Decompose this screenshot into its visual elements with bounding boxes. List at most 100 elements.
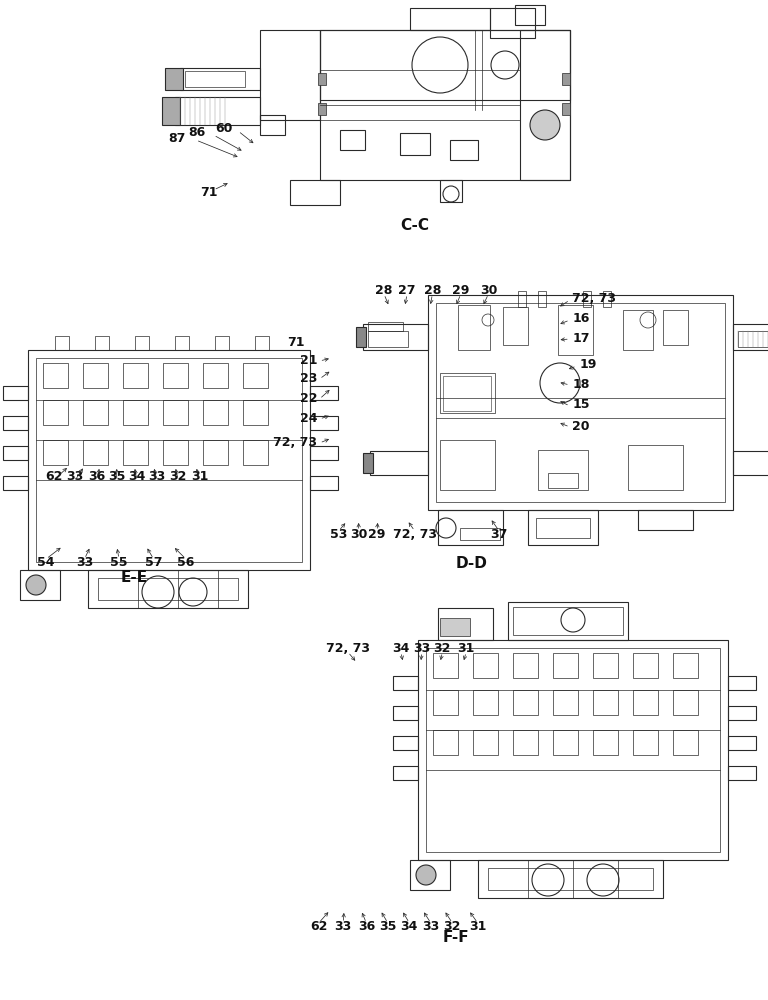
- Text: 53: 53: [330, 528, 347, 542]
- Bar: [393, 736, 418, 750]
- Bar: [3, 446, 28, 460]
- Bar: [633, 690, 658, 715]
- Bar: [20, 570, 60, 600]
- Bar: [368, 322, 403, 331]
- Bar: [673, 730, 698, 755]
- Text: 57: 57: [145, 556, 162, 570]
- Text: 30: 30: [480, 284, 497, 296]
- Bar: [43, 400, 68, 425]
- Bar: [490, 8, 535, 38]
- Bar: [438, 608, 493, 640]
- Bar: [260, 115, 285, 135]
- Bar: [88, 570, 248, 608]
- Bar: [488, 868, 653, 890]
- Bar: [98, 578, 238, 600]
- Text: 31: 31: [469, 920, 486, 934]
- Text: 33: 33: [422, 920, 439, 934]
- Bar: [243, 400, 268, 425]
- Text: 62: 62: [310, 920, 327, 934]
- Bar: [320, 30, 570, 180]
- Bar: [123, 363, 148, 388]
- Bar: [458, 305, 490, 350]
- Bar: [55, 336, 69, 350]
- Bar: [440, 618, 470, 636]
- Bar: [440, 440, 495, 490]
- Text: 22: 22: [300, 391, 317, 404]
- Bar: [443, 376, 491, 411]
- Bar: [440, 373, 495, 413]
- Bar: [518, 291, 526, 307]
- Bar: [95, 336, 109, 350]
- Bar: [320, 30, 570, 100]
- Bar: [203, 440, 228, 465]
- Text: 15: 15: [572, 398, 590, 412]
- Bar: [3, 476, 28, 490]
- Bar: [243, 363, 268, 388]
- Bar: [562, 73, 570, 85]
- Text: 35: 35: [379, 920, 396, 934]
- Text: 54: 54: [38, 556, 55, 570]
- Bar: [593, 690, 618, 715]
- Bar: [638, 510, 693, 530]
- Bar: [508, 602, 628, 640]
- Bar: [400, 133, 430, 155]
- Text: 29: 29: [452, 284, 469, 296]
- Text: 36: 36: [358, 920, 375, 934]
- Bar: [473, 690, 498, 715]
- Bar: [356, 327, 366, 347]
- Bar: [310, 386, 338, 400]
- Bar: [513, 730, 538, 755]
- Bar: [163, 363, 188, 388]
- Bar: [428, 295, 733, 510]
- Bar: [513, 607, 623, 635]
- Bar: [310, 446, 338, 460]
- Text: F-F: F-F: [443, 930, 469, 946]
- Bar: [633, 653, 658, 678]
- Text: 71: 71: [287, 336, 305, 349]
- Bar: [528, 510, 598, 545]
- Bar: [162, 97, 180, 125]
- Text: 23: 23: [300, 371, 317, 384]
- Bar: [733, 451, 768, 475]
- Bar: [310, 416, 338, 430]
- Bar: [165, 68, 183, 90]
- Bar: [410, 8, 490, 30]
- Text: 20: 20: [572, 420, 590, 432]
- Circle shape: [416, 865, 436, 885]
- Circle shape: [26, 575, 46, 595]
- Bar: [83, 440, 108, 465]
- Bar: [473, 730, 498, 755]
- Bar: [123, 440, 148, 465]
- Bar: [83, 363, 108, 388]
- Bar: [728, 676, 756, 690]
- Bar: [215, 336, 229, 350]
- Bar: [163, 440, 188, 465]
- Bar: [478, 860, 663, 898]
- Bar: [175, 97, 260, 125]
- Text: 33: 33: [67, 470, 84, 483]
- Bar: [593, 730, 618, 755]
- Bar: [3, 386, 28, 400]
- Bar: [538, 450, 588, 490]
- Text: 29: 29: [369, 528, 386, 542]
- Bar: [583, 291, 591, 307]
- Text: D-D: D-D: [455, 556, 488, 570]
- Bar: [460, 528, 500, 540]
- Bar: [558, 305, 593, 355]
- Bar: [163, 400, 188, 425]
- Bar: [363, 453, 373, 473]
- Bar: [393, 766, 418, 780]
- Bar: [673, 690, 698, 715]
- Text: 72, 73: 72, 73: [273, 436, 317, 448]
- Text: 32: 32: [444, 920, 461, 934]
- Bar: [368, 331, 408, 347]
- Text: 32: 32: [434, 642, 451, 654]
- Bar: [663, 310, 688, 345]
- Bar: [3, 416, 28, 430]
- Bar: [633, 730, 658, 755]
- Bar: [83, 400, 108, 425]
- Text: 27: 27: [399, 284, 415, 296]
- Bar: [203, 400, 228, 425]
- Bar: [36, 358, 302, 562]
- Bar: [28, 350, 310, 570]
